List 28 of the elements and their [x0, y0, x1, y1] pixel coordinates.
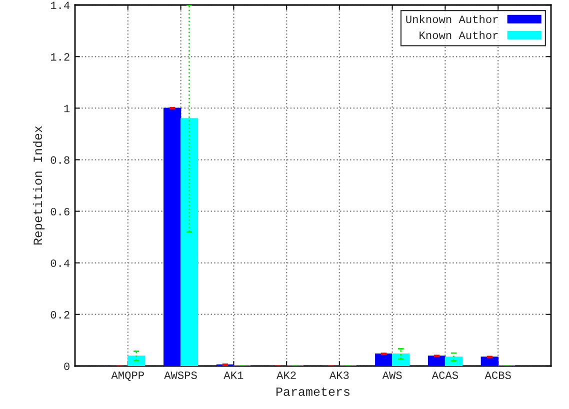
x-tick-label: AWS [382, 371, 402, 380]
x-tick-label: AK3 [329, 371, 349, 380]
x-tick-label: AK2 [276, 371, 296, 379]
y-tick-label: 0 [64, 362, 70, 370]
bar [444, 356, 462, 366]
x-tick-label: AMQPP [111, 371, 144, 382]
bar [164, 108, 182, 366]
x-tick-label: AWSPS [164, 371, 197, 380]
bar [428, 356, 446, 366]
bar [128, 356, 146, 366]
y-axis-title: Repetition Index [32, 126, 45, 245]
x-tick-label: ACBS [484, 371, 511, 380]
bar [375, 354, 393, 366]
y-tick-label: 1.4 [50, 2, 70, 10]
y-tick-label: 0.8 [50, 156, 70, 164]
y-tick-label: 0.6 [50, 208, 70, 216]
x-tick-label: AK1 [224, 372, 244, 379]
bar [480, 356, 498, 366]
y-tick-label: 1 [64, 104, 70, 112]
bar [180, 118, 198, 366]
x-axis-title: Parameters [276, 388, 350, 396]
y-tick-label: 0.2 [50, 311, 70, 319]
legend-label: Unknown Author [406, 15, 498, 24]
y-tick-label: 1.2 [50, 53, 70, 61]
bar [392, 354, 410, 366]
y-tick-label: 0.4 [50, 259, 70, 267]
x-tick-label: ACAS [432, 371, 458, 380]
legend-label: Known Author [420, 30, 498, 40]
